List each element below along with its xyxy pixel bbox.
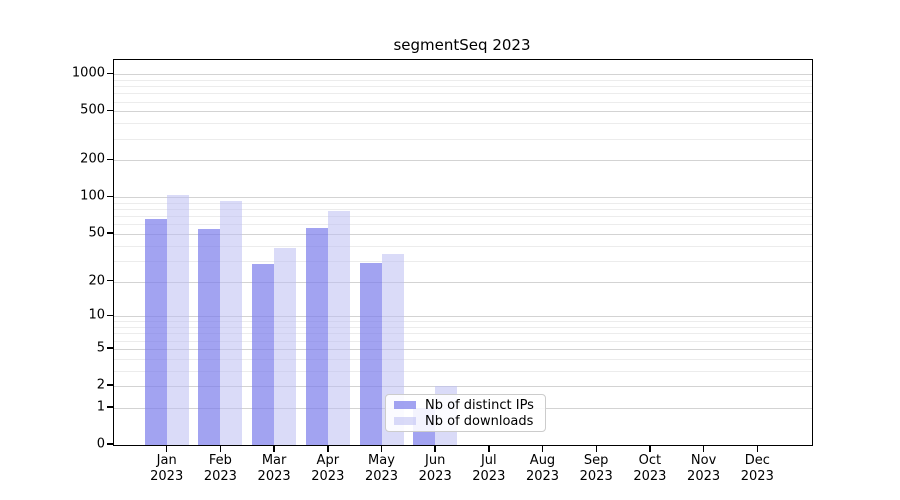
- y-tick-label: 200: [80, 151, 105, 167]
- gridline-major: [114, 160, 812, 162]
- bar-downloads-feb: [220, 200, 243, 445]
- plot-area: [113, 59, 813, 446]
- legend-label-distinct-ips: Nb of distinct IPs: [425, 397, 534, 413]
- gridline-minor: [114, 101, 812, 103]
- x-tick-mark: [595, 445, 597, 452]
- x-tick-label: Nov 2023: [687, 453, 721, 484]
- x-tick-label: Oct 2023: [633, 453, 667, 484]
- bar-distinct-ips-may: [359, 262, 382, 445]
- y-tick-mark: [107, 158, 113, 161]
- x-tick-mark: [756, 445, 759, 452]
- bar-distinct-ips-mar: [252, 264, 275, 445]
- x-tick-mark: [488, 445, 490, 452]
- y-tick-mark: [107, 384, 113, 386]
- bar-distinct-ips-jan: [144, 218, 167, 445]
- chart-title: segmentSeq 2023: [393, 36, 531, 54]
- x-tick-label: Dec 2023: [740, 453, 774, 484]
- gridline-major: [114, 348, 812, 350]
- legend-item-distinct-ips: Nb of distinct IPs: [386, 397, 545, 413]
- x-tick-mark: [219, 445, 222, 452]
- gridline-major: [114, 316, 812, 318]
- x-tick-label: Sep 2023: [579, 453, 613, 484]
- y-tick-label: 2: [96, 377, 105, 393]
- y-tick-label: 100: [80, 188, 105, 204]
- x-tick-label: Feb 2023: [203, 453, 237, 484]
- y-tick-label: 1: [96, 399, 105, 415]
- gridline-minor: [114, 202, 812, 204]
- y-tick-label: 5: [96, 340, 105, 356]
- gridline-minor: [114, 370, 812, 372]
- gridline-minor: [114, 86, 812, 88]
- y-tick-label: 10: [88, 307, 105, 323]
- gridline-minor: [114, 358, 812, 360]
- x-tick-label: Mar 2023: [257, 453, 291, 484]
- x-tick-label: Jun 2023: [418, 453, 452, 484]
- x-tick-mark: [649, 445, 651, 452]
- bar-distinct-ips-apr: [305, 228, 328, 445]
- bar-downloads-apr: [327, 210, 350, 445]
- x-tick-mark: [327, 445, 329, 452]
- y-tick-mark: [107, 279, 113, 282]
- y-tick-mark: [107, 406, 113, 408]
- bar-downloads-jan: [166, 195, 189, 445]
- y-tick-label: 0: [96, 436, 105, 452]
- y-tick-label: 50: [88, 225, 105, 241]
- gridline-minor: [114, 333, 812, 335]
- gridline-major: [114, 281, 812, 283]
- legend-item-downloads: Nb of downloads: [386, 413, 545, 429]
- gridline-minor: [114, 321, 812, 323]
- gridline-major: [114, 234, 812, 235]
- bar-distinct-ips-feb: [198, 229, 221, 445]
- x-tick-label: Aug 2023: [525, 453, 560, 484]
- legend-swatch-downloads-icon: [394, 416, 416, 426]
- gridline-major: [114, 197, 812, 199]
- legend: Nb of distinct IPs Nb of downloads: [385, 394, 546, 432]
- y-tick-mark: [107, 347, 113, 349]
- x-tick-mark: [273, 445, 275, 452]
- gridline-major: [114, 111, 812, 113]
- y-tick-mark: [107, 443, 113, 445]
- y-tick-label: 500: [80, 102, 105, 118]
- gridline-minor: [114, 245, 812, 247]
- x-tick-mark: [434, 445, 436, 452]
- x-tick-mark: [702, 445, 705, 452]
- x-tick-label: Jul 2023: [472, 453, 506, 484]
- gridline-minor: [114, 123, 812, 125]
- legend-swatch-distinct-ips-icon: [394, 400, 416, 410]
- gridline-minor: [114, 327, 812, 329]
- x-tick-mark: [380, 445, 383, 452]
- gridline-minor: [114, 209, 812, 211]
- gridline-minor: [114, 216, 812, 218]
- x-tick-label: Jan 2023: [150, 453, 184, 484]
- gridline-minor: [114, 224, 812, 226]
- gridline-minor: [114, 79, 812, 81]
- y-tick-mark: [107, 314, 113, 317]
- legend-label-downloads: Nb of downloads: [425, 413, 534, 429]
- x-tick-mark: [541, 445, 544, 452]
- x-tick-label: Apr 2023: [311, 453, 345, 484]
- x-tick-mark: [165, 445, 168, 452]
- y-tick-mark: [107, 109, 113, 112]
- bar-downloads-mar: [274, 248, 297, 445]
- gridline-minor: [114, 138, 812, 140]
- gridline-minor: [114, 260, 812, 262]
- y-tick-mark: [107, 232, 113, 234]
- gridline-major: [114, 74, 812, 76]
- y-tick-mark: [107, 72, 113, 74]
- gridline-minor: [114, 93, 812, 95]
- gridline-minor: [114, 340, 812, 342]
- y-tick-label: 1000: [71, 65, 105, 81]
- y-tick-label: 20: [88, 273, 105, 289]
- gridline-major: [114, 386, 812, 387]
- y-tick-mark: [107, 195, 113, 198]
- x-tick-label: May 2023: [364, 453, 399, 484]
